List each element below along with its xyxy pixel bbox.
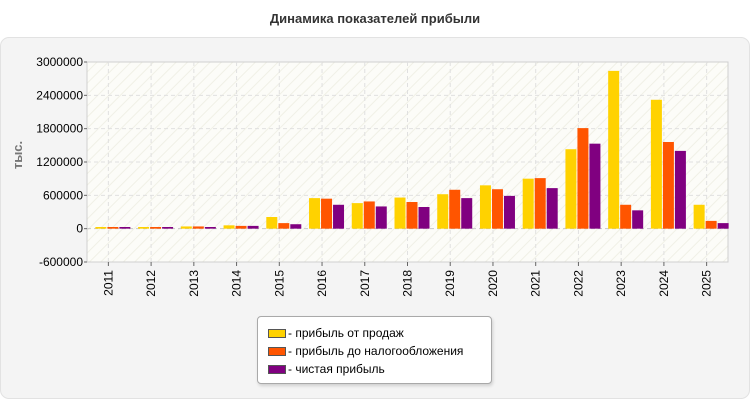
bar-sales-profit [180, 226, 192, 229]
y-tick-label: 3000000 [36, 55, 83, 69]
x-tick-label: 2017 [358, 270, 372, 297]
x-tick-label: 2012 [144, 270, 158, 297]
x-tick-label: 2024 [657, 270, 671, 297]
bar-pretax-profit [491, 189, 503, 229]
bar-net-profit [204, 227, 216, 229]
bar-sales-profit [351, 203, 363, 229]
bar-net-profit [333, 204, 345, 229]
legend-item-sales-profit: - прибыль от продаж [268, 325, 404, 341]
y-tick-label: 2400000 [36, 88, 83, 102]
x-tick-label: 2020 [486, 270, 500, 297]
bar-net-profit [546, 188, 558, 229]
bar-pretax-profit [705, 220, 717, 229]
x-tick-label: 2013 [187, 270, 201, 297]
bar-net-profit [247, 225, 259, 229]
bar-sales-profit [522, 178, 534, 229]
legend-label-pretax-profit: - прибыль до налогообложения [288, 344, 464, 358]
bar-pretax-profit [150, 227, 162, 229]
x-tick-label: 2011 [101, 270, 115, 296]
x-tick-label: 2015 [272, 270, 286, 297]
bar-net-profit [162, 227, 174, 229]
bar-net-profit [290, 224, 302, 229]
legend-label-net-profit: - чистая прибыль [288, 362, 385, 376]
bar-pretax-profit [662, 142, 674, 229]
legend-swatch-pretax-profit [268, 346, 286, 356]
bar-sales-profit [693, 204, 705, 229]
bar-net-profit [717, 223, 729, 229]
bar-sales-profit [394, 197, 406, 229]
bar-net-profit [674, 150, 686, 229]
bar-sales-profit [223, 225, 235, 229]
x-tick-label: 2025 [700, 270, 714, 297]
chart-title: Динамика показателей прибыли [269, 11, 481, 26]
y-tick-label: -600000 [39, 255, 83, 269]
y-axis-label: тыс. [10, 141, 25, 169]
x-tick-label: 2021 [529, 270, 543, 297]
bar-pretax-profit [235, 225, 247, 229]
bar-sales-profit [608, 70, 620, 229]
bar-sales-profit [650, 99, 662, 229]
bar-net-profit [589, 143, 601, 229]
x-tick-label: 2016 [315, 270, 329, 297]
bar-net-profit [632, 210, 644, 229]
bar-pretax-profit [363, 201, 375, 229]
legend-label-sales-profit: - прибыль от продаж [288, 326, 404, 340]
x-tick-label: 2014 [230, 270, 244, 297]
y-tick-label: 1200000 [36, 155, 83, 169]
chart-legend: - прибыль от продаж - прибыль до налогоо… [257, 316, 492, 384]
bar-net-profit [375, 206, 387, 229]
bar-pretax-profit [278, 223, 290, 229]
bar-pretax-profit [107, 227, 119, 229]
legend-swatch-net-profit [268, 364, 286, 374]
bar-pretax-profit [192, 226, 204, 229]
y-tick-label: 1800000 [36, 122, 83, 136]
y-tick-label: 0 [76, 222, 83, 236]
bar-net-profit [503, 195, 515, 229]
y-tick-label: 600000 [43, 188, 83, 202]
bar-net-profit [119, 227, 131, 229]
bar-sales-profit [479, 185, 491, 229]
bar-pretax-profit [449, 189, 461, 229]
bar-pretax-profit [534, 178, 546, 229]
bar-sales-profit [437, 194, 449, 229]
legend-swatch-sales-profit [268, 328, 286, 338]
x-tick-label: 2019 [443, 270, 457, 297]
bar-pretax-profit [406, 202, 418, 229]
bar-net-profit [418, 207, 430, 229]
x-tick-label: 2018 [401, 270, 415, 297]
bar-sales-profit [565, 149, 577, 229]
bar-sales-profit [266, 217, 278, 229]
legend-item-net-profit: - чистая прибыль [268, 361, 385, 377]
legend-item-pretax-profit: - прибыль до налогообложения [268, 343, 463, 359]
bar-pretax-profit [321, 198, 333, 229]
bar-pretax-profit [620, 204, 632, 229]
bar-sales-profit [309, 198, 321, 229]
bar-net-profit [461, 198, 473, 229]
bar-sales-profit [138, 227, 150, 229]
bar-pretax-profit [577, 128, 589, 229]
x-tick-label: 2023 [614, 270, 628, 297]
x-tick-label: 2022 [571, 270, 585, 297]
bar-sales-profit [95, 227, 107, 229]
